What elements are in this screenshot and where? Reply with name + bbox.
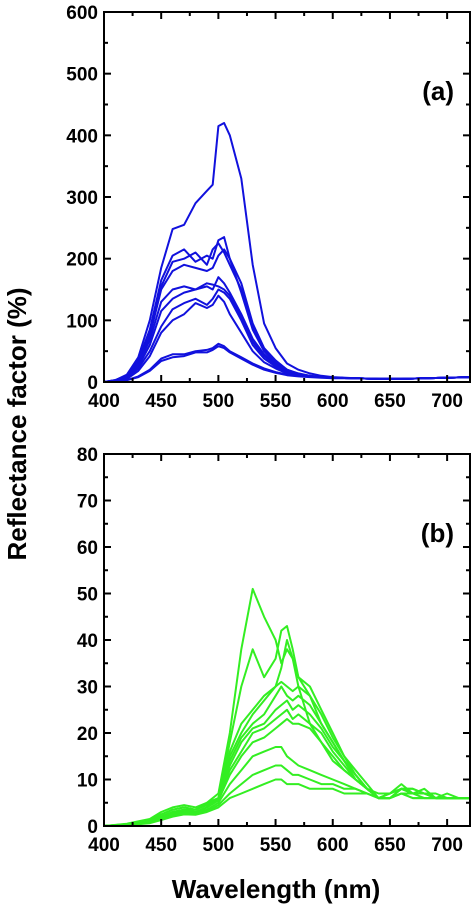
x-tick-label: 500 <box>203 391 235 412</box>
panel-tag: (b) <box>421 518 454 548</box>
series-line-11 <box>103 778 471 827</box>
x-tick-label: 550 <box>260 835 292 856</box>
series-line-8 <box>103 718 471 827</box>
series-line-7 <box>103 708 471 827</box>
x-tick-label: 700 <box>431 835 463 856</box>
x-tick-label: 450 <box>145 835 177 856</box>
y-tick-label: 600 <box>66 3 98 24</box>
y-tick-label: 80 <box>77 445 98 466</box>
y-tick-label: 70 <box>77 492 98 513</box>
y-tick-label: 300 <box>66 188 98 209</box>
series-line-4 <box>103 680 471 827</box>
x-tick-label: 500 <box>203 835 235 856</box>
panel-b: 400 450 500 550 600 650 700 0 10 20 30 40 50 60 70 80 (b… <box>77 445 471 856</box>
series-group <box>103 587 471 827</box>
panel-a: 400 450 500 550 600 650 700 0 100 200 300 400 500 600… <box>66 3 471 412</box>
y-tick-label: 40 <box>77 631 98 652</box>
x-tick-label: 450 <box>145 391 177 412</box>
y-tick-label: 20 <box>77 724 98 745</box>
x-tick-label: 600 <box>317 391 349 412</box>
series-line-2 <box>103 625 471 827</box>
series-line-3 <box>103 639 471 827</box>
y-tick-label: 500 <box>66 65 98 86</box>
y-tick-label: 200 <box>66 250 98 271</box>
series-group <box>103 122 471 383</box>
y-tick-label: 0 <box>87 373 98 394</box>
y-tick-label: 50 <box>77 585 98 606</box>
y-tick-label: 0 <box>87 817 98 838</box>
plot-frame <box>103 11 471 383</box>
y-tick-label: 100 <box>66 311 98 332</box>
series-line-10 <box>103 345 471 383</box>
series-line-1 <box>103 122 471 383</box>
x-tick-label: 650 <box>374 835 406 856</box>
x-tick-label: 400 <box>88 391 120 412</box>
y-axis-title: Reflectance factor (%) <box>2 287 32 560</box>
x-tick-label: 650 <box>374 391 406 412</box>
y-tick-label: 400 <box>66 126 98 147</box>
y-tick-label: 60 <box>77 538 98 559</box>
x-axis-title: Wavelength (nm) <box>172 874 380 904</box>
x-tick-label: 400 <box>88 835 120 856</box>
x-tick-label: 700 <box>431 391 463 412</box>
x-tick-label: 550 <box>260 391 292 412</box>
y-tick-label: 10 <box>77 771 98 792</box>
y-tick-label: 30 <box>77 678 98 699</box>
x-tick-label: 600 <box>317 835 349 856</box>
panel-tag: (a) <box>422 76 454 106</box>
